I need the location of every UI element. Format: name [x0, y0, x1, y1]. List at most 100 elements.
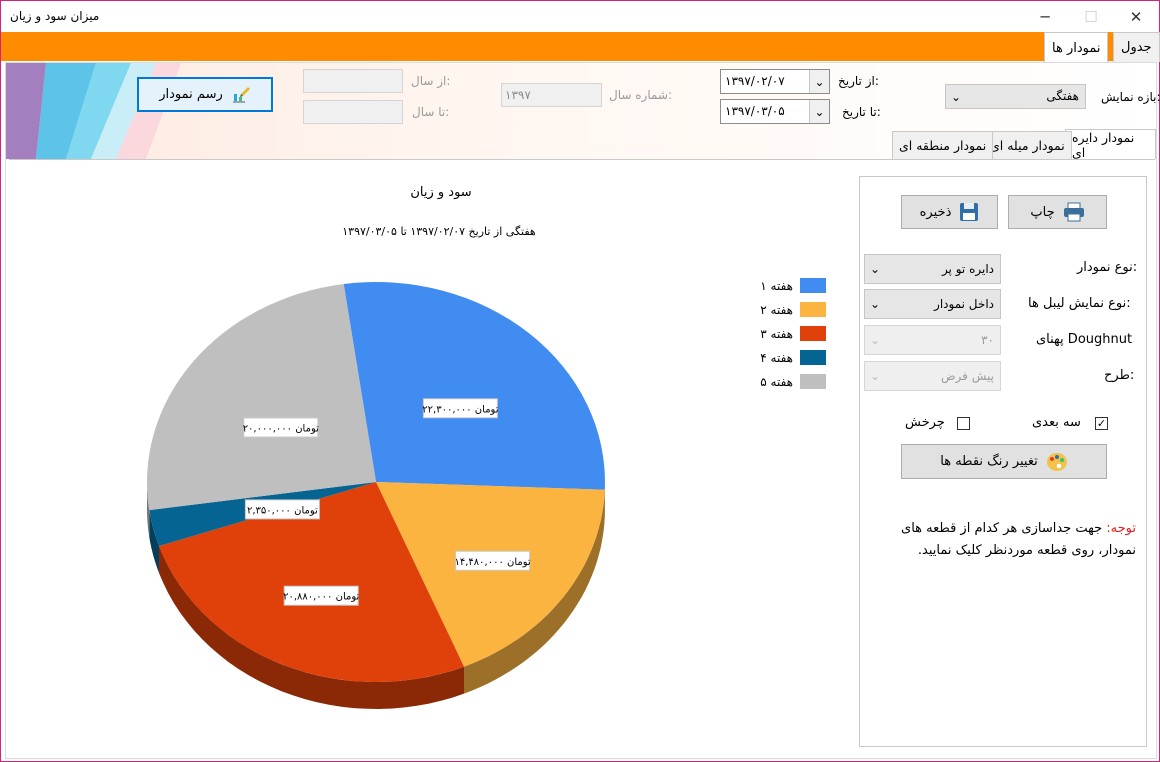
- title-bar: میزان سود و زیان ─ ☐ ✕: [1, 1, 1159, 32]
- pie-sides: [147, 482, 605, 709]
- legend-swatch-5: [800, 374, 826, 389]
- legend-swatch-3: [800, 326, 826, 341]
- pie-side-2: [464, 489, 605, 694]
- tab-pie-chart[interactable]: نمودار دایره ای: [1065, 129, 1156, 160]
- pie-slice-3[interactable]: [159, 482, 464, 682]
- pie-data-label-3: ۲۰,۸۸۰,۰۰۰ تومان: [283, 585, 360, 606]
- label-display-select[interactable]: ⌄ داخل نمودار: [864, 289, 1001, 319]
- period-select[interactable]: ⌄ هفتگی: [945, 84, 1086, 109]
- legend-label-5: هفته ۵: [760, 375, 793, 389]
- pie-chart: سود و زیان هفتگی از تاریخ ۱۳۹۷/۰۲/۰۷ تا ۱…: [147, 185, 826, 709]
- tab-bar-chart[interactable]: نمودار میله ای: [983, 131, 1072, 159]
- label-display-value: داخل نمودار: [934, 297, 994, 311]
- printer-icon: [1063, 202, 1084, 222]
- chart-subtitle: هفتگی از تاریخ ۱۳۹۷/۰۲/۰۷ تا ۱۳۹۷/۰۳/۰۵: [342, 225, 536, 238]
- floppy-disk-icon: [960, 203, 979, 221]
- theme-label: طرح:: [1104, 368, 1135, 383]
- svg-text:۲,۳۵۰,۰۰۰ تومان: ۲,۳۵۰,۰۰۰ تومان: [247, 505, 318, 516]
- chevron-down-icon: ⌄: [869, 297, 881, 311]
- svg-text:۲۰,۸۸۰,۰۰۰ تومان: ۲۰,۸۸۰,۰۰۰ تومان: [283, 592, 359, 603]
- svg-text:۲۰,۰۰۰,۰۰۰ تومان: ۲۰,۰۰۰,۰۰۰ تومان: [243, 424, 319, 435]
- from-date-label: از تاریخ:: [838, 74, 879, 88]
- three-d-checkbox[interactable]: ✓: [1095, 417, 1108, 430]
- theme-select[interactable]: ⌄ پیش فرض: [864, 361, 1001, 391]
- year-number-label: شماره سال:: [609, 88, 673, 102]
- draw-chart-label: رسم نمودار: [159, 87, 223, 102]
- to-date-picker[interactable]: ⌄ ۱۳۹۷/۰۳/۰۵: [720, 99, 830, 124]
- doughnut-width-value: ۳۰: [981, 333, 994, 347]
- to-date-label: تا تاریخ:: [842, 105, 881, 119]
- pie-side-5: [147, 482, 150, 538]
- save-button[interactable]: ذخیره: [901, 195, 998, 229]
- three-d-label: سه بعدی: [1032, 415, 1081, 430]
- legend-label-3: هفته ۳: [760, 327, 793, 341]
- to-year-label: تا سال:: [412, 105, 450, 119]
- svg-text:۲۲,۳۰۰,۰۰۰ تومان: ۲۲,۳۰۰,۰۰۰ تومان: [422, 404, 498, 415]
- pie-slice-5[interactable]: [147, 284, 376, 511]
- chevron-down-icon: ⌄: [950, 89, 962, 104]
- chart-type-value: دایره تو پر: [941, 262, 994, 276]
- tip-note: توجه: جهت جداسازی هر کدام از قطعه های نم…: [880, 518, 1136, 562]
- doughnut-width-label: پهنای Doughnut: [1036, 332, 1133, 347]
- pie-data-label-4: ۲,۳۵۰,۰۰۰ تومان: [244, 499, 320, 520]
- change-point-colors-label: تغییر رنگ نقطه ها: [940, 454, 1038, 469]
- chart-title: سود و زیان: [410, 185, 471, 200]
- chart-type-label: نوع نمودار:: [1077, 260, 1138, 275]
- theme-value: پیش فرض: [941, 369, 994, 383]
- to-year-input[interactable]: [303, 100, 403, 124]
- chart-settings-panel: چاپ ذخیره نوع نمودار: ⌄ دایره تو پر: [859, 176, 1147, 747]
- tab-strip: [1, 32, 1159, 61]
- tab-charts[interactable]: نمودار ها: [1044, 32, 1109, 63]
- minimize-button[interactable]: ─: [1040, 7, 1050, 26]
- close-button[interactable]: ✕: [1129, 7, 1143, 26]
- chart-type-select[interactable]: ⌄ دایره تو پر: [864, 254, 1001, 284]
- chevron-down-icon: ⌄: [809, 70, 829, 93]
- legend-swatch-2: [800, 302, 826, 317]
- period-select-value: هفتگی: [1046, 89, 1079, 103]
- save-label: ذخیره: [919, 204, 952, 220]
- chart-pen-icon: [232, 86, 250, 102]
- pie-slice-1[interactable]: [343, 282, 605, 490]
- pie-data-label-1: ۲۲,۳۰۰,۰۰۰ تومان: [422, 398, 499, 419]
- draw-chart-button[interactable]: رسم نمودار: [137, 77, 273, 112]
- year-number-value: ۱۳۹۷: [505, 88, 531, 102]
- chevron-down-icon: ⌄: [869, 333, 881, 347]
- change-point-colors-button[interactable]: تغییر رنگ نقطه ها: [901, 444, 1107, 479]
- legend-swatch-1: [800, 278, 826, 293]
- pie-side-4: [149, 510, 159, 573]
- legend-swatch-4: [800, 350, 826, 365]
- window-title: میزان سود و زیان: [10, 9, 100, 23]
- label-display-label: نوع نمایش لیبل ها:: [1028, 296, 1131, 311]
- pie-data-label-2: ۱۴,۴۸۰,۰۰۰ تومان: [454, 550, 531, 571]
- chevron-down-icon: ⌄: [869, 262, 881, 276]
- rotate-checkbox[interactable]: [957, 417, 970, 430]
- rotate-label: چرخش: [905, 415, 945, 430]
- tip-note-title: توجه:: [1106, 521, 1136, 536]
- tab-table[interactable]: جدول: [1113, 32, 1160, 62]
- legend-label-4: هفته ۴: [760, 351, 793, 365]
- from-date-value: ۱۳۹۷/۰۲/۰۷: [725, 74, 785, 88]
- pie-side-3: [159, 546, 464, 709]
- pie-slice-2[interactable]: [376, 482, 605, 667]
- maximize-button[interactable]: ☐: [1084, 7, 1098, 26]
- legend-label-1: هفته ۱: [760, 279, 793, 293]
- pie-data-label-5: ۲۰,۰۰۰,۰۰۰ تومان: [243, 417, 319, 438]
- legend-label-2: هفته ۲: [760, 303, 793, 317]
- charts-page: بازه نمایش: ⌄ هفتگی از تاریخ: ⌄ ۱۳۹۷/۰۲/…: [5, 62, 1160, 759]
- year-number-input[interactable]: ۱۳۹۷: [501, 83, 602, 107]
- from-date-picker[interactable]: ⌄ ۱۳۹۷/۰۲/۰۷: [720, 69, 830, 94]
- print-button[interactable]: چاپ: [1008, 195, 1107, 229]
- tip-note-text: جهت جداسازی هر کدام از قطعه های نمودار، …: [901, 521, 1136, 558]
- doughnut-width-select[interactable]: ⌄ ۳۰: [864, 325, 1001, 355]
- print-label: چاپ: [1030, 204, 1055, 220]
- chevron-down-icon: ⌄: [869, 369, 881, 383]
- palette-icon: [1046, 452, 1067, 471]
- tab-area-chart[interactable]: نمودار منطقه ای: [892, 131, 994, 159]
- to-date-value: ۱۳۹۷/۰۳/۰۵: [725, 104, 785, 118]
- from-year-input[interactable]: [303, 69, 403, 93]
- period-label: بازه نمایش:: [1101, 90, 1160, 104]
- from-year-label: از سال:: [411, 74, 451, 88]
- svg-text:۱۴,۴۸۰,۰۰۰ تومان: ۱۴,۴۸۰,۰۰۰ تومان: [454, 557, 530, 568]
- chevron-down-icon: ⌄: [809, 100, 829, 123]
